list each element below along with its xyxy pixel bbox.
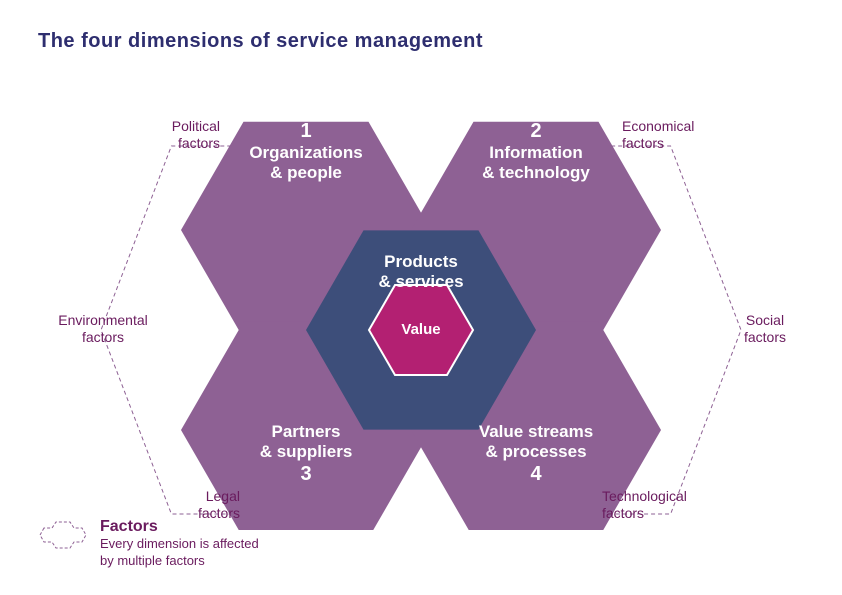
middle-line2: & services — [378, 272, 463, 291]
factor-environmental: Environmental factors — [48, 312, 158, 346]
factor-economical: Economical factors — [622, 118, 722, 152]
middle-line1: Products — [384, 252, 458, 271]
legend-title: Factors — [100, 518, 259, 536]
middle-label: Products & services — [351, 252, 491, 293]
diagram-container: 1 Organizations & people 2 Information &… — [0, 70, 842, 530]
factor-political: Political factors — [140, 118, 220, 152]
legend-sub2: by multiple factors — [100, 553, 259, 570]
legend-sub1: Every dimension is affected — [100, 536, 259, 553]
legend: Factors Every dimension is affected by m… — [38, 518, 259, 570]
center-label: Value — [381, 321, 461, 338]
legend-text: Factors Every dimension is affected by m… — [100, 518, 259, 570]
legend-icon — [38, 518, 88, 552]
page-title: The four dimensions of service managemen… — [38, 30, 483, 53]
factor-legal: Legal factors — [160, 488, 240, 522]
factor-social: Social factors — [730, 312, 800, 346]
factor-technological: Technological factors — [602, 488, 722, 522]
center-text: Value — [401, 321, 440, 338]
